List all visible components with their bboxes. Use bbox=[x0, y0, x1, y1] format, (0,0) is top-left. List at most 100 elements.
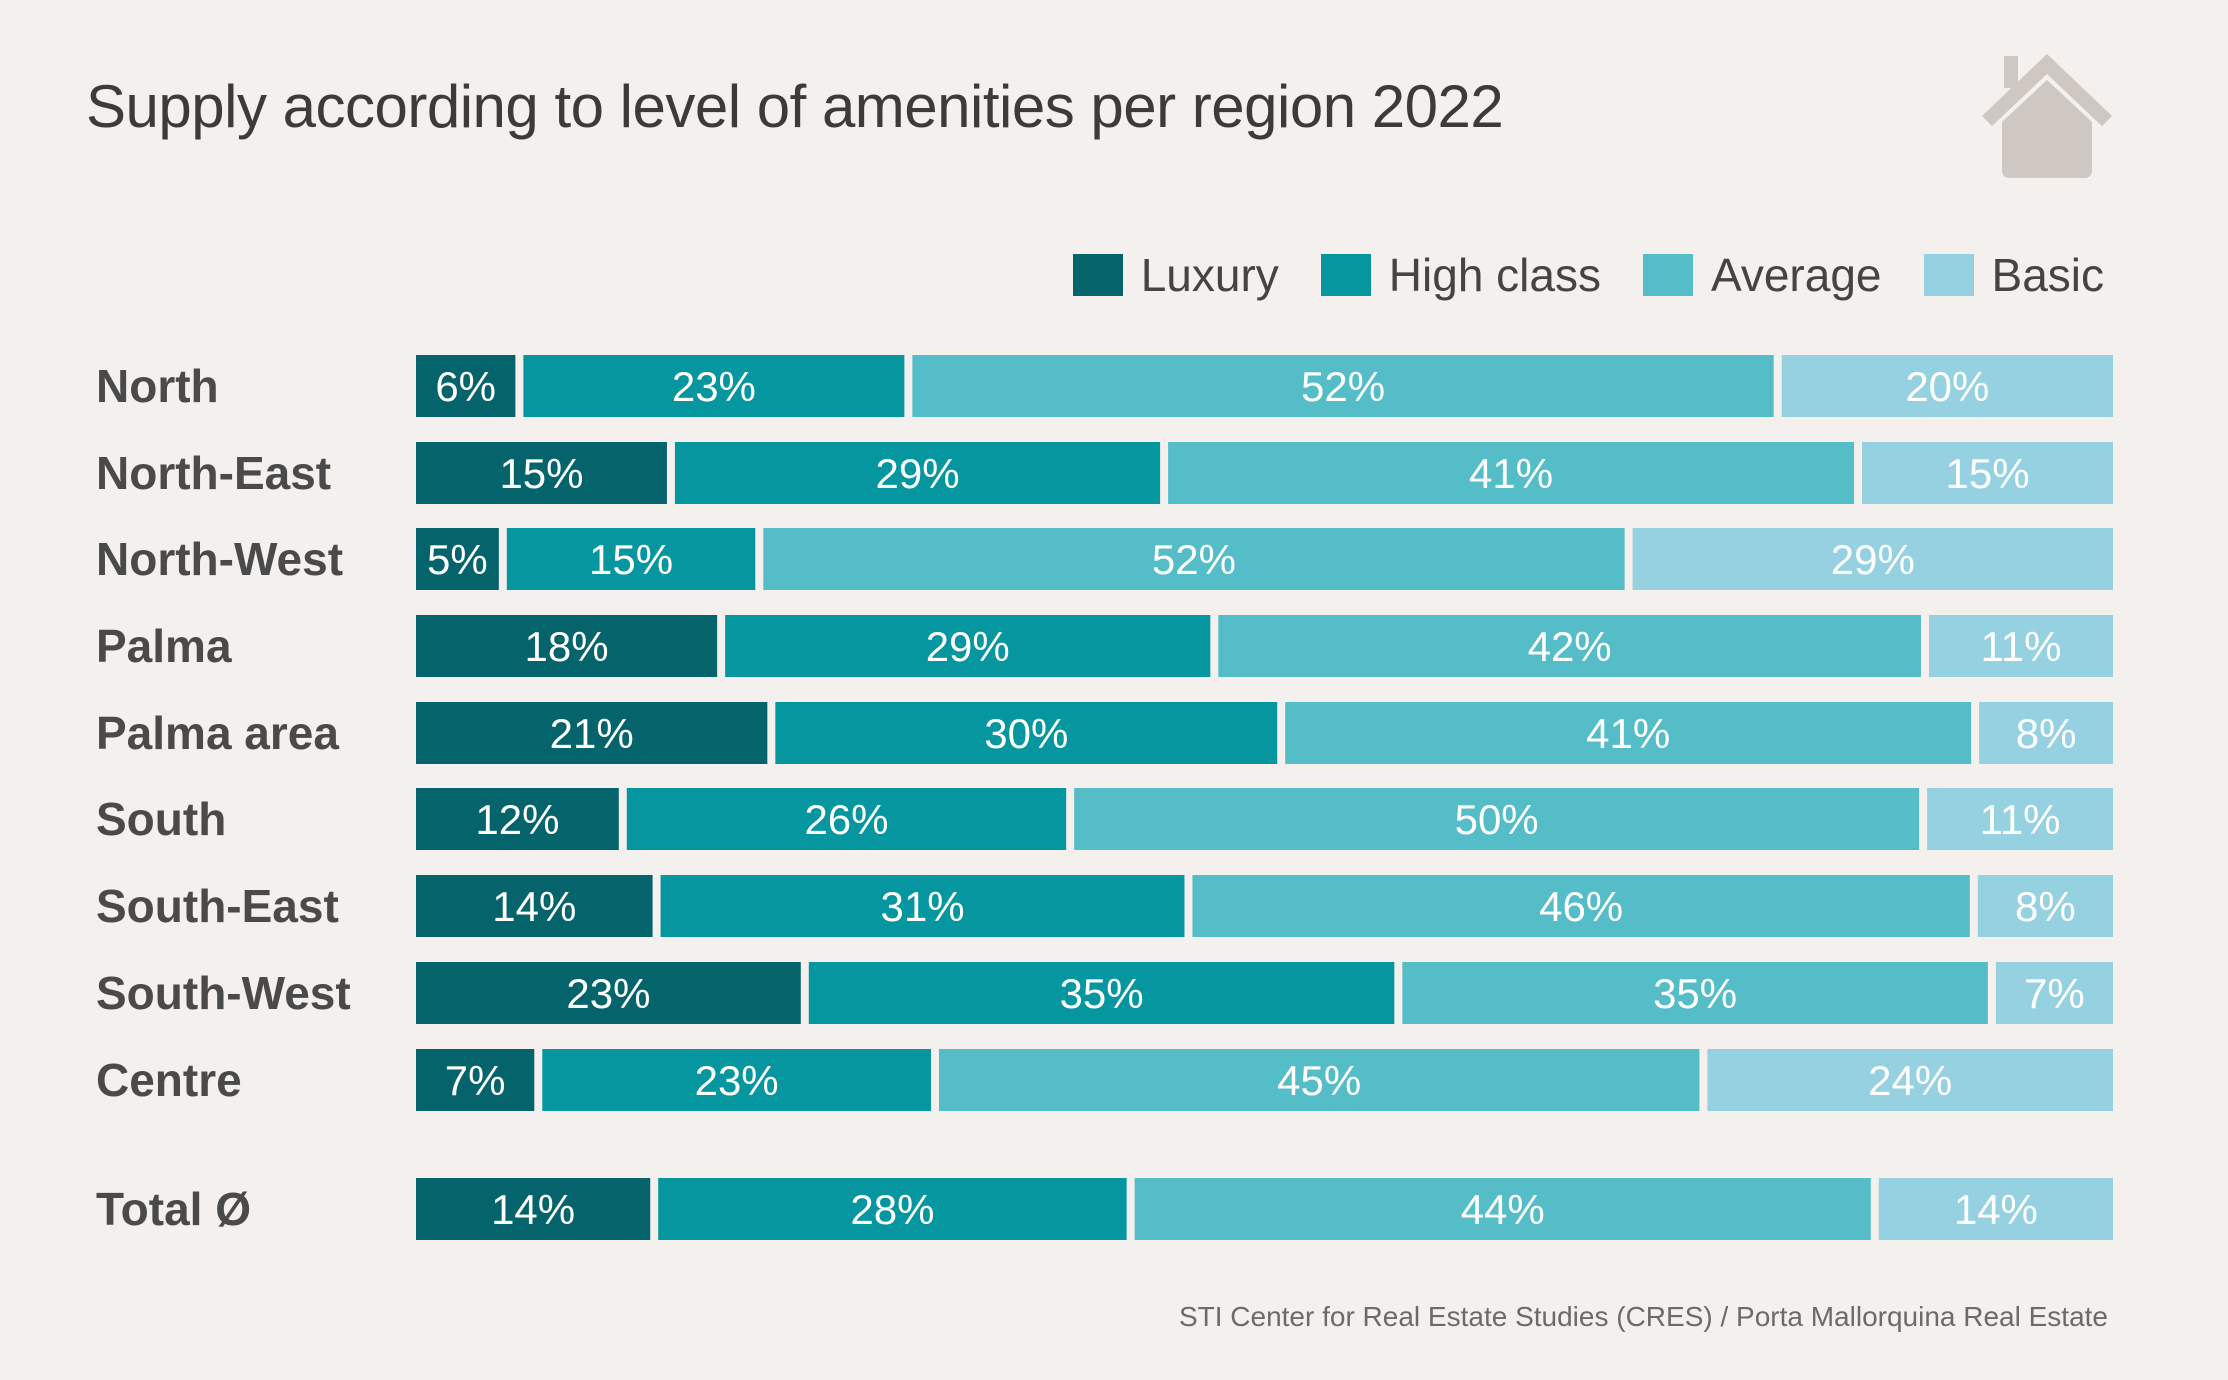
bar-north-west-luxury bbox=[416, 528, 499, 590]
data-label-total-basic: 14% bbox=[1954, 1186, 2038, 1233]
bar-total-high-class bbox=[658, 1178, 1127, 1240]
bar-south-east-average bbox=[1192, 875, 1970, 937]
data-label-palma-basic: 11% bbox=[1981, 623, 2062, 670]
data-label-south-luxury: 12% bbox=[475, 796, 559, 843]
legend-item-basic: Basic bbox=[1923, 248, 2104, 302]
legend-swatch-luxury bbox=[1072, 254, 1123, 296]
legend-label-luxury: Luxury bbox=[1140, 249, 1279, 301]
bar-south-average bbox=[1074, 788, 1920, 850]
bar-north-west-average bbox=[763, 528, 1625, 590]
data-label-centre-basic: 24% bbox=[1868, 1057, 1952, 1104]
data-label-total-luxury: 14% bbox=[491, 1186, 575, 1233]
data-label-north-west-average: 52% bbox=[1152, 536, 1236, 583]
data-label-north-luxury: 6% bbox=[435, 363, 496, 410]
data-label-centre-high-class: 23% bbox=[695, 1057, 779, 1104]
category-label-total: Total Ø bbox=[96, 1183, 251, 1235]
bar-north-east-basic bbox=[1862, 442, 2113, 504]
bar-south-east-basic bbox=[1977, 875, 2113, 937]
legend-label-average: Average bbox=[1711, 249, 1882, 301]
data-label-north-east-basic: 15% bbox=[1945, 450, 2029, 497]
bar-centre-average bbox=[938, 1049, 1700, 1111]
data-label-palma-area-basic: 8% bbox=[2016, 710, 2077, 757]
bar-palma-area-high-class bbox=[775, 702, 1278, 764]
data-label-south-east-high-class: 31% bbox=[880, 883, 964, 930]
bar-north-basic bbox=[1781, 355, 2113, 417]
bar-palma-area-luxury bbox=[416, 702, 768, 764]
data-label-palma-area-luxury: 21% bbox=[550, 710, 634, 757]
legend-item-average: Average bbox=[1643, 248, 1882, 302]
legend-swatch-high-class bbox=[1320, 254, 1371, 296]
bar-centre-luxury bbox=[416, 1049, 535, 1111]
bar-south-west-high-class bbox=[808, 962, 1395, 1024]
category-label-centre: Centre bbox=[96, 1054, 242, 1106]
bar-total-basic bbox=[1878, 1178, 2113, 1240]
legend-item-high-class: High class bbox=[1320, 248, 1601, 302]
legend: Luxury High class Average Basic bbox=[1031, 248, 2104, 302]
bar-north-average bbox=[912, 355, 1774, 417]
bar-north-east-luxury bbox=[416, 442, 667, 504]
bar-south-east-high-class bbox=[660, 875, 1185, 937]
data-label-north-basic: 20% bbox=[1905, 363, 1989, 410]
bar-palma-high-class bbox=[725, 615, 1211, 677]
data-label-north-west-high-class: 15% bbox=[589, 536, 673, 583]
data-label-palma-area-average: 41% bbox=[1586, 710, 1670, 757]
bar-north-east-high-class bbox=[674, 442, 1161, 504]
bar-palma-area-average bbox=[1285, 702, 1972, 764]
data-label-total-high-class: 28% bbox=[850, 1186, 934, 1233]
category-label-north: North bbox=[96, 360, 219, 412]
bar-centre-basic bbox=[1707, 1049, 2113, 1111]
bar-palma-average bbox=[1218, 615, 1921, 677]
data-label-palma-area-high-class: 30% bbox=[984, 710, 1068, 757]
bar-palma-luxury bbox=[416, 615, 718, 677]
data-label-north-east-high-class: 29% bbox=[876, 450, 960, 497]
category-label-palma-area: Palma area bbox=[96, 707, 339, 759]
data-label-south-west-basic: 7% bbox=[2024, 970, 2085, 1017]
bar-north-west-basic bbox=[1632, 528, 2113, 590]
category-label-north-east: North-East bbox=[96, 447, 331, 499]
bar-total-average bbox=[1134, 1178, 1871, 1240]
data-label-centre-average: 45% bbox=[1277, 1057, 1361, 1104]
data-label-south-west-high-class: 35% bbox=[1060, 970, 1144, 1017]
bar-south-basic bbox=[1927, 788, 2113, 850]
legend-label-basic: Basic bbox=[1991, 249, 2104, 301]
data-label-south-east-luxury: 14% bbox=[492, 883, 576, 930]
bar-palma-area-basic bbox=[1979, 702, 2113, 764]
data-label-total-average: 44% bbox=[1461, 1186, 1545, 1233]
data-label-south-west-average: 35% bbox=[1653, 970, 1737, 1017]
data-label-south-average: 50% bbox=[1455, 796, 1539, 843]
bar-south-east-luxury bbox=[416, 875, 653, 937]
legend-item-luxury: Luxury bbox=[1072, 248, 1279, 302]
data-label-south-east-basic: 8% bbox=[2015, 883, 2076, 930]
data-label-palma-high-class: 29% bbox=[926, 623, 1010, 670]
bar-south-high-class bbox=[626, 788, 1067, 850]
bar-south-west-basic bbox=[1995, 962, 2113, 1024]
data-label-north-west-luxury: 5% bbox=[427, 536, 488, 583]
category-label-palma: Palma bbox=[96, 620, 232, 672]
data-label-north-average: 52% bbox=[1301, 363, 1385, 410]
data-label-south-west-luxury: 23% bbox=[566, 970, 650, 1017]
legend-label-high-class: High class bbox=[1388, 249, 1601, 301]
category-label-south-west: South-West bbox=[96, 967, 351, 1019]
bar-palma-basic bbox=[1928, 615, 2113, 677]
legend-swatch-average bbox=[1643, 254, 1693, 296]
bar-south-west-luxury bbox=[416, 962, 801, 1024]
bar-north-high-class bbox=[523, 355, 905, 417]
category-label-north-west: North-West bbox=[96, 533, 343, 585]
house-icon bbox=[1982, 54, 2112, 178]
bar-south-luxury bbox=[416, 788, 619, 850]
data-label-north-east-luxury: 15% bbox=[499, 450, 583, 497]
data-label-palma-average: 42% bbox=[1528, 623, 1612, 670]
data-label-north-west-basic: 29% bbox=[1831, 536, 1915, 583]
bar-south-west-average bbox=[1402, 962, 1988, 1024]
data-label-south-basic: 11% bbox=[1980, 796, 2061, 843]
bar-total-luxury bbox=[416, 1178, 651, 1240]
data-label-centre-luxury: 7% bbox=[445, 1057, 506, 1104]
category-label-south: South bbox=[96, 793, 226, 845]
data-label-south-east-average: 46% bbox=[1539, 883, 1623, 930]
bar-north-east-average bbox=[1168, 442, 1855, 504]
chart-title: Supply according to level of amenities p… bbox=[86, 73, 1504, 140]
legend-swatch-basic bbox=[1923, 254, 1974, 296]
data-label-north-east-average: 41% bbox=[1469, 450, 1553, 497]
data-label-palma-luxury: 18% bbox=[525, 623, 609, 670]
